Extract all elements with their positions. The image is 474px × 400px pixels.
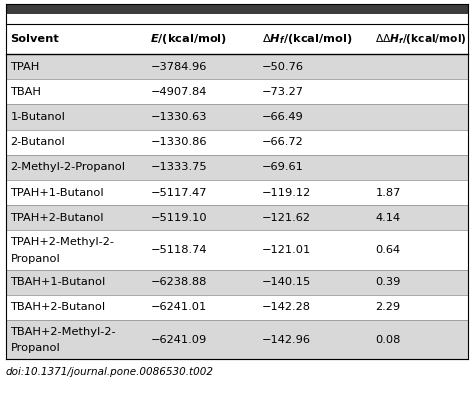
Text: −119.12: −119.12 <box>262 188 311 198</box>
Text: −142.28: −142.28 <box>262 302 310 312</box>
Bar <box>6 270 468 295</box>
Text: $\bfit{E}$/(kcal/mol): $\bfit{E}$/(kcal/mol) <box>150 32 227 46</box>
Text: 4.14: 4.14 <box>375 213 401 223</box>
Text: $\Delta\Delta \bfit{H}_{\bfit{f}}$/(kcal/mol): $\Delta\Delta \bfit{H}_{\bfit{f}}$/(kcal… <box>375 32 467 46</box>
Bar <box>6 230 468 270</box>
Text: TPAH: TPAH <box>10 62 40 72</box>
Text: doi:10.1371/journal.pone.0086530.t002: doi:10.1371/journal.pone.0086530.t002 <box>6 367 214 377</box>
Text: −69.61: −69.61 <box>262 162 303 172</box>
Text: −5119.10: −5119.10 <box>150 213 207 223</box>
Text: 2-Methyl-2-Propanol: 2-Methyl-2-Propanol <box>10 162 126 172</box>
Text: TBAH+2-Methyl-2-: TBAH+2-Methyl-2- <box>10 327 116 337</box>
Bar <box>6 4 468 14</box>
Text: Solvent: Solvent <box>10 34 59 44</box>
Text: −1333.75: −1333.75 <box>150 162 207 172</box>
Text: TPAH+1-Butanol: TPAH+1-Butanol <box>10 188 104 198</box>
Text: −142.96: −142.96 <box>262 334 310 344</box>
Text: 2-Butanol: 2-Butanol <box>10 137 65 147</box>
Text: TPAH+2-Butanol: TPAH+2-Butanol <box>10 213 104 223</box>
Bar <box>6 320 468 359</box>
Text: Propanol: Propanol <box>10 254 60 264</box>
Text: −121.62: −121.62 <box>262 213 310 223</box>
Bar <box>6 79 468 104</box>
Text: $\Delta \bfit{H}_{\bfit{f}}$/(kcal/mol): $\Delta \bfit{H}_{\bfit{f}}$/(kcal/mol) <box>262 32 352 46</box>
Text: −3784.96: −3784.96 <box>150 62 207 72</box>
Text: −73.27: −73.27 <box>262 87 304 97</box>
Bar <box>6 54 468 79</box>
Text: −6238.88: −6238.88 <box>150 277 207 287</box>
Bar <box>6 14 468 24</box>
Bar <box>6 130 468 155</box>
Text: Propanol: Propanol <box>10 343 60 353</box>
Text: −4907.84: −4907.84 <box>150 87 207 97</box>
Bar <box>6 24 468 54</box>
Text: −5117.47: −5117.47 <box>150 188 207 198</box>
Bar <box>6 104 468 130</box>
Text: −50.76: −50.76 <box>262 62 304 72</box>
Text: −140.15: −140.15 <box>262 277 311 287</box>
Bar <box>6 205 468 230</box>
Text: −5118.74: −5118.74 <box>150 245 207 255</box>
Text: 1-Butanol: 1-Butanol <box>10 112 65 122</box>
Bar <box>6 180 468 205</box>
Text: TBAH+2-Butanol: TBAH+2-Butanol <box>10 302 106 312</box>
Text: TPAH+2-Methyl-2-: TPAH+2-Methyl-2- <box>10 237 114 247</box>
Text: −66.49: −66.49 <box>262 112 303 122</box>
Text: −1330.63: −1330.63 <box>150 112 207 122</box>
Text: 0.08: 0.08 <box>375 334 401 344</box>
Bar <box>6 155 468 180</box>
Text: 1.87: 1.87 <box>375 188 401 198</box>
Bar <box>6 295 468 320</box>
Text: −66.72: −66.72 <box>262 137 303 147</box>
Text: TBAH+1-Butanol: TBAH+1-Butanol <box>10 277 106 287</box>
Text: −6241.01: −6241.01 <box>150 302 207 312</box>
Text: TBAH: TBAH <box>10 87 41 97</box>
Text: −6241.09: −6241.09 <box>150 334 207 344</box>
Text: 0.39: 0.39 <box>375 277 401 287</box>
Text: 0.64: 0.64 <box>375 245 401 255</box>
Text: −121.01: −121.01 <box>262 245 311 255</box>
Text: 2.29: 2.29 <box>375 302 401 312</box>
Text: −1330.86: −1330.86 <box>150 137 207 147</box>
